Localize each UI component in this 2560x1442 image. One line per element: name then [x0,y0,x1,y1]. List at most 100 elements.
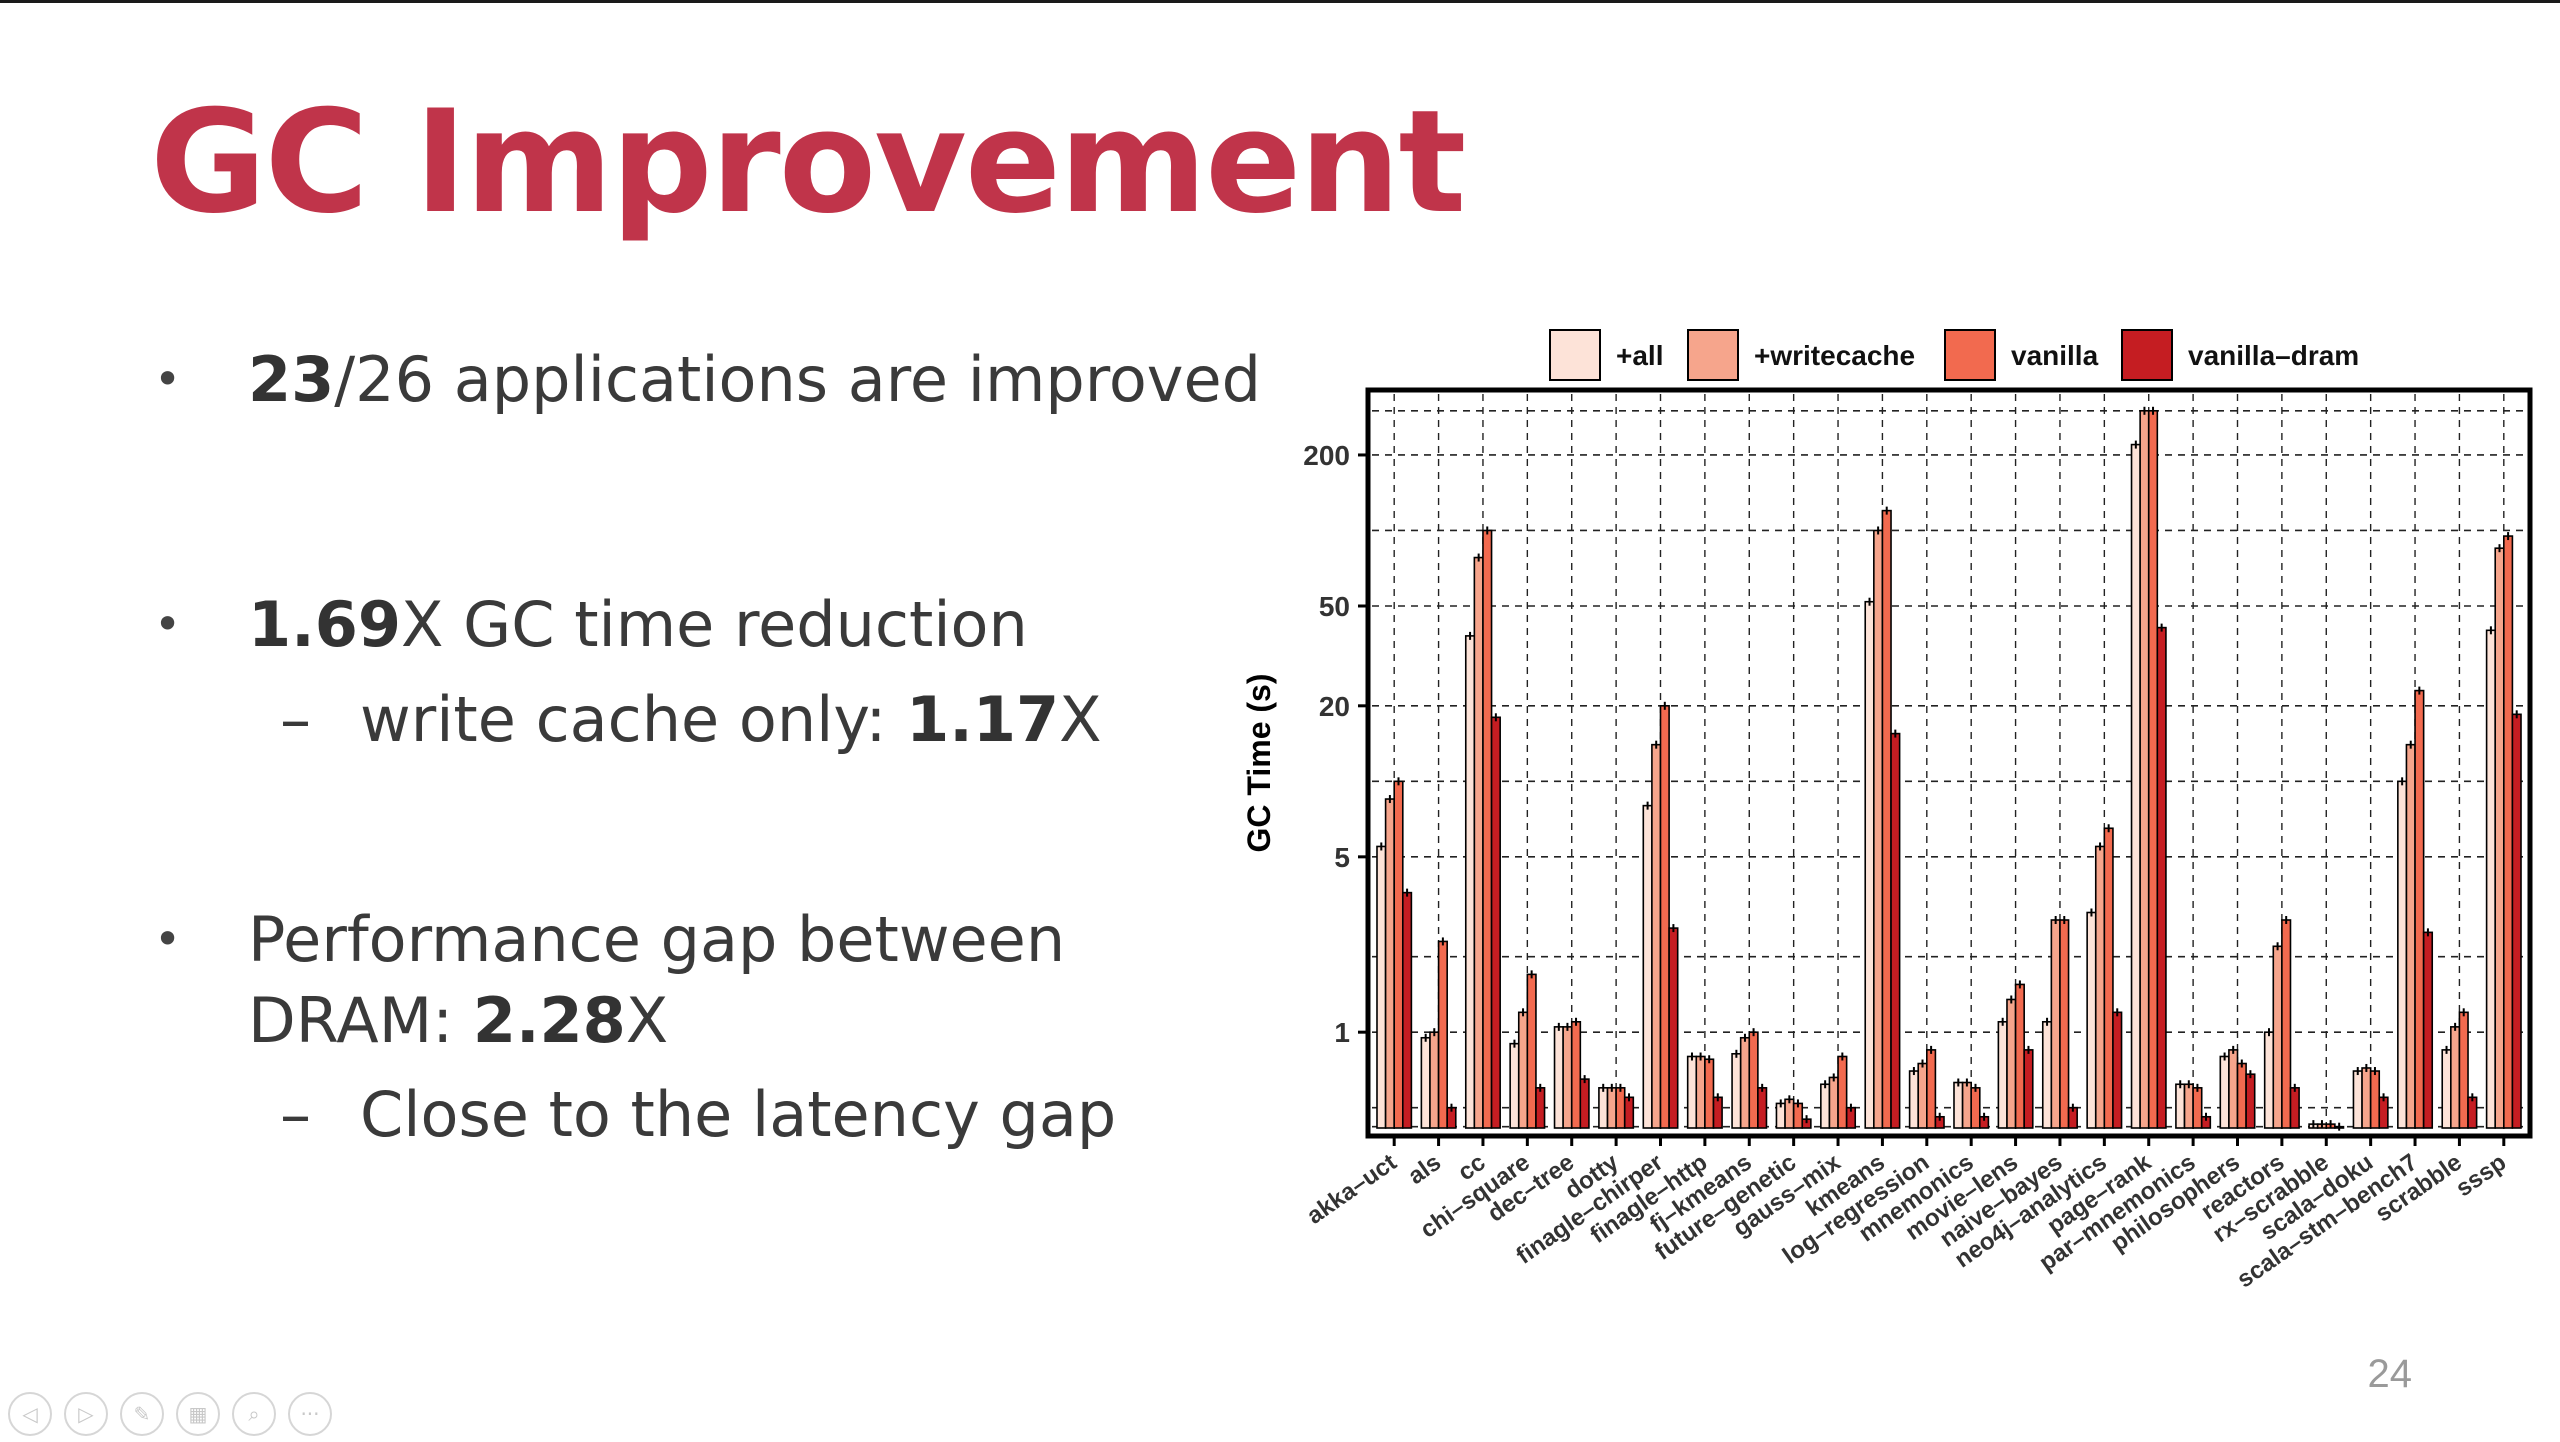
bar-all [2130,443,2141,1129]
bar-vanilla [1482,529,1493,1129]
bullet-dot-icon: • [154,597,182,651]
bullet-text: Performance gap between DRAM: 2.28X [248,900,1280,1061]
bar-vanilla [1659,705,1670,1129]
bar-writecache [1562,1026,1573,1129]
bar-vanilla [2103,827,2114,1129]
bar-all [2219,1055,2230,1129]
bar-writecache [2228,1049,2239,1129]
bar-vanilla [2059,919,2070,1129]
bar-writecache [1384,798,1395,1129]
more-icon[interactable]: ··· [288,1392,332,1436]
bar-writecache [1873,529,1884,1129]
bar-writecache [2139,409,2150,1129]
bar-vanilla [1526,973,1537,1129]
bar-writecache [2094,845,2106,1129]
bar-vanilla [1970,1087,1981,1129]
bar-all [1731,1052,1742,1129]
bar-all [1686,1055,1698,1129]
next-icon[interactable]: ▷ [64,1392,108,1436]
chart-bars [1376,406,2522,1131]
bullet-pre: Performance gap between DRAM: [248,903,1066,1057]
y-axis: 1 5 20 50 200 [1303,440,1368,1048]
subbullet-text: Close to the latency gap [360,1078,1117,1151]
bullet-rest: X [625,983,669,1057]
legend-label: +writecache [1754,340,1915,371]
bullet-item: • 1.69X GC time reduction [150,585,1028,666]
bar-vanilla-dram [2378,1096,2389,1129]
gc-time-bar-chart: +all +writecache vanilla vanilla–dram 1 5 20 5… [1241,329,2533,1293]
bar-writecache [1695,1055,1706,1129]
bar-vanilla-dram [2023,1049,2034,1129]
bar-vanilla-dram [1490,716,1501,1129]
bar-vanilla-dram [2156,626,2167,1129]
bar-vanilla [2458,1011,2469,1129]
bar-all [2441,1049,2452,1129]
bar-all [1642,804,1653,1129]
bar-writecache [2494,547,2505,1129]
bar-vanilla-dram [1579,1078,1590,1129]
bar-vanilla [1393,780,1404,1129]
bar-vanilla-dram [1401,891,1413,1129]
subbullet-item: – Close to the latency gap [150,1075,1116,1156]
bar-all [1420,1036,1431,1129]
bar-writecache [2050,919,2061,1129]
bar-vanilla [1615,1087,1626,1129]
bullet-rest: /26 applications are improved [334,343,1261,416]
legend-swatch [1944,329,1996,381]
bar-writecache [1739,1036,1751,1129]
bar-all [1553,1026,1564,1129]
bar-all [2175,1083,2186,1129]
presentation-nav: ◁ ▷ ✎ ▦ ⌕ ··· [8,1392,332,1436]
subbullet-pre: write cache only: [360,683,907,756]
top-border [0,0,2560,3]
bar-writecache [1917,1062,1928,1129]
chart-legend: +all +writecache vanilla vanilla–dram [1549,329,2359,381]
bullet-rest: X GC time reduction [400,588,1028,661]
bar-vanilla-dram [1668,927,1679,1129]
bar-all [2485,629,2497,1129]
pen-icon[interactable]: ✎ [120,1392,164,1436]
bar-all [2263,1031,2275,1129]
x-tick-label: als [1403,1149,1446,1190]
bar-writecache [1651,743,1662,1129]
bar-vanilla-dram [1712,1096,1723,1129]
bar-vanilla [2192,1087,2203,1129]
bar-writecache [1473,556,1484,1129]
bar-writecache [2405,743,2416,1129]
bar-all [2352,1070,2363,1129]
slides-icon[interactable]: ▦ [176,1392,220,1436]
bar-vanilla-dram [1623,1096,1635,1129]
bar-vanilla [1704,1058,1715,1129]
bullet-item: • 23/26 applications are improved [150,340,1261,421]
zoom-icon[interactable]: ⌕ [232,1392,276,1436]
bar-writecache [1517,1011,1529,1129]
bar-writecache [2006,998,2017,1129]
subbullet-rest: X [1059,683,1102,756]
legend-swatch [2121,329,2173,381]
bullet-dot-icon: • [154,912,182,966]
bar-vanilla [2369,1070,2381,1129]
bar-vanilla [2236,1062,2247,1129]
bar-vanilla-dram [2112,1011,2123,1129]
plot-frame [1365,387,2533,1139]
prev-icon[interactable]: ◁ [8,1392,52,1436]
bar-all [2397,780,2408,1129]
legend-label: vanilla–dram [2188,340,2359,371]
dash-icon: – [280,683,311,756]
bullet-dot-icon: • [154,352,182,406]
bar-writecache [2361,1067,2372,1129]
bullet-text: 1.69X GC time reduction [248,585,1028,666]
bar-vanilla [1748,1031,1759,1129]
y-tick-label: 50 [1319,591,1350,622]
x-axis: akka–uct als ccchi–squaredec–treedottyfina… [1302,1136,2511,1293]
bar-all [1464,635,1476,1129]
legend-swatch [1687,329,1739,381]
y-tick-label: 200 [1303,440,1350,471]
page-number: 24 [2367,1352,2413,1396]
bar-vanilla-dram [1535,1087,1546,1129]
bar-vanilla [2414,689,2425,1129]
x-tick-label: akka–uct [1302,1149,1402,1230]
bar-all [1953,1081,1964,1129]
bar-writecache [1784,1098,1795,1129]
bar-writecache [1429,1031,1440,1129]
